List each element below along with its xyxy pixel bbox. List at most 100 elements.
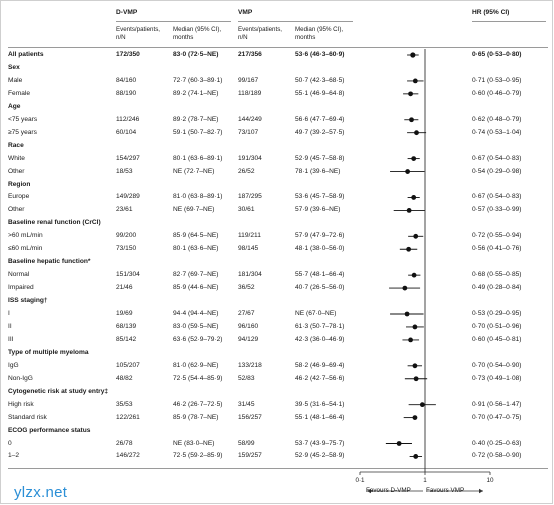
vmp-events-cell: 26/52 [238,167,255,175]
vmp-median-cell: 52·9 (45·7–58·8) [295,154,345,162]
hr-ci-cell: 0·70 (0·54–0·90) [472,361,522,369]
vmp-median-cell: 55·1 (48·1–66·4) [295,413,345,421]
hr-ci-cell: 0·62 (0·48–0·79) [472,115,522,123]
vmp-median-cell: NE (67·0–NE) [295,310,337,317]
dvmp-median-cell: 85·9 (44·6–NE) [173,284,219,292]
dvmp-median-cell: NE (69·7–NE) [173,206,215,214]
subgroup-header: Race [8,141,24,149]
vmp-median-cell: 40·7 (26·5–56·0) [295,284,345,292]
x-axis: 0·1 1 10 [355,472,494,494]
vmp-events-cell: 159/257 [238,452,262,460]
hr-point [411,156,417,162]
dvmp-events-cell: 19/69 [116,310,133,317]
hr-point [412,415,418,420]
dvmp-events-cell: 149/289 [116,193,140,201]
hr-point [419,402,425,408]
row-label: ≤60 mL/min [8,245,43,253]
hr-ci-cell: 0·65 (0·53–0·80) [472,51,522,58]
row-label: High risk [8,400,34,408]
dvmp-median-cell: 72·5 (54·4–85·9) [173,374,223,382]
dvmp-median-header: Median (95% CI), months [173,26,222,41]
watermark-text: ylzx.net [14,484,68,501]
row-label: I [8,310,10,317]
subgroup-header: Cytogenetic risk at study entry‡ [8,387,109,395]
dvmp-median-cell: 72·7 (60·3–89·1) [173,76,223,84]
row-label: Female [8,89,30,97]
vmp-median-cell: 46·2 (42·7–56·6) [295,374,345,382]
dvmp-median-cell: 83·0 (72·5–NE) [173,51,219,58]
vmp-median-cell: 48·1 (38·0–56·0) [295,245,345,253]
hr-point [406,246,412,252]
dvmp-events-cell: 84/160 [116,76,137,84]
hr-point [412,324,418,330]
favours-vmp-label: Favours VMP [426,487,465,494]
hr-ci-cell: 0·67 (0·54–0·83) [472,154,522,162]
subgroup-header: Region [8,180,31,188]
forest-marks [385,52,436,459]
hr-ci-cell: 0·74 (0·53–1·04) [472,128,522,136]
hr-ci-cell: 0·70 (0·47–0·75) [472,413,522,421]
hr-header: HR (95% CI) [472,9,510,16]
vmp-median-cell: 78·1 (39·6–NE) [295,167,341,175]
vmp-header-rule [238,21,353,22]
vmp-median-cell: 55·1 (46·9–64·8) [295,89,345,97]
dvmp-events-cell: 99/200 [116,232,137,240]
dvmp-header-rule [116,21,231,22]
row-label: 1–2 [8,452,20,460]
hr-ci-cell: 0·73 (0·49–1·08) [472,374,522,382]
dvmp-events-header: Events/patients, n/N [116,26,161,41]
hr-ci-cell: 0·72 (0·55–0·94) [472,232,522,240]
dvmp-events-cell: 21/46 [116,284,133,292]
table-top-rule [8,47,548,48]
row-label: II [8,322,12,330]
vmp-events-cell: 27/67 [238,310,255,317]
vmp-median-cell: 52·9 (45·2–58·9) [295,452,345,460]
hr-point [414,130,419,136]
subgroup-header: Type of multiple myeloma [8,348,89,356]
dvmp-median-cell: 80·1 (63·6–89·1) [173,154,223,162]
dvmp-median-cell: 89·2 (74·1–NE) [173,89,219,97]
dvmp-median-cell: 46·2 (26·7–72·5) [173,400,223,408]
hr-point [412,363,418,369]
dvmp-median-cell: 81·0 (62·9–NE) [173,361,219,369]
hr-ci-cell: 0·53 (0·29–0·95) [472,310,522,317]
vmp-events-cell: 156/257 [238,413,262,421]
hr-point [411,195,417,200]
vmp-events-cell: 99/167 [238,76,259,84]
dvmp-events-cell: 154/297 [116,154,140,162]
vmp-median-cell: 42·3 (36·0–46·9) [295,335,345,343]
vmp-events-cell: 31/45 [238,400,255,408]
dvmp-median-cell: 85·9 (64·5–NE) [173,232,219,240]
vmp-events-cell: 181/304 [238,271,262,279]
dvmp-median-cell: 85·9 (78·7–NE) [173,413,219,421]
dvmp-events-cell: 35/53 [116,400,133,408]
hr-header-rule [472,21,546,22]
dvmp-events-cell: 23/61 [116,206,133,214]
dvmp-events-cell: 68/139 [116,322,137,330]
table-bottom-rule [8,468,548,469]
dvmp-events-cell: 85/142 [116,335,137,343]
row-label: Standard risk [8,413,47,421]
vmp-median-cell: 58·2 (46·9–69·4) [295,361,345,369]
row-label: Normal [8,271,30,279]
vmp-events-cell: 119/211 [238,232,261,240]
dvmp-median-cell: 83·0 (59·5–NE) [173,322,219,330]
hr-ci-cell: 0·54 (0·29–0·98) [472,167,522,175]
subgroup-header: Baseline hepatic function* [8,258,91,266]
vmp-events-cell: 217/356 [238,51,262,58]
dvmp-median-cell: 89·2 (78·7–NE) [173,115,219,123]
dvmp-median-cell: 82·7 (69·7–NE) [173,271,219,279]
row-label: ≥75 years [8,128,37,136]
dvmp-median-cell: 94·4 (94·4–NE) [173,310,219,317]
row-label: Other [8,167,25,175]
subgroup-header: ISS staging† [8,297,48,305]
vmp-median-cell: 50·7 (42·3–68·5) [295,76,345,84]
vmp-events-header: Events/patients, n/N [238,26,283,41]
row-label: Other [8,206,25,214]
dvmp-median-cell: NE (83·0–NE) [173,439,215,447]
dvmp-median-cell: 63·6 (52·9–79·2) [173,335,223,343]
vmp-events-cell: 118/189 [238,89,262,97]
vmp-median-cell: 57·9 (47·9–72·6) [295,232,345,240]
